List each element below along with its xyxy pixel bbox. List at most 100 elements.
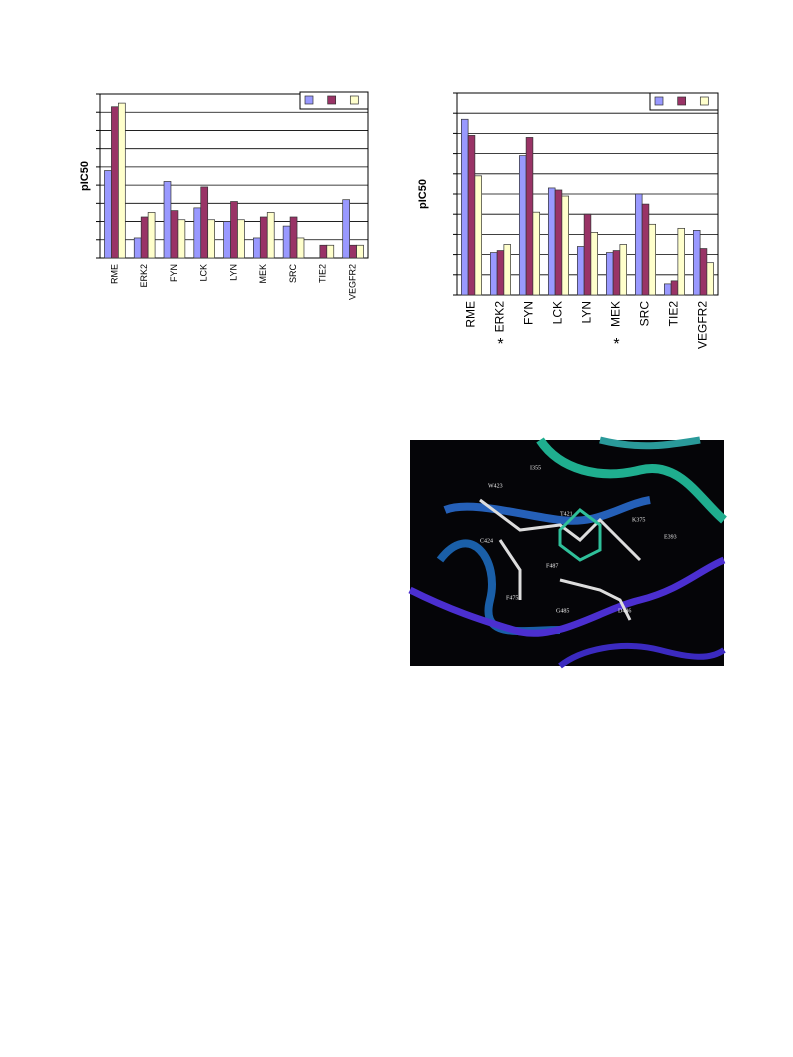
legend-swatch <box>327 95 337 105</box>
bar <box>326 244 335 259</box>
x-tick-label: TIE2 <box>318 264 328 283</box>
bar <box>177 219 186 259</box>
x-tick-label: FYN <box>169 264 179 282</box>
annotation: * <box>613 336 619 353</box>
bar <box>230 201 238 259</box>
docking-figure: I355 W423 T421 K375 C424 E393 F487 F475 G485 D486 <box>408 436 727 669</box>
bar <box>296 237 305 259</box>
bar <box>319 244 328 259</box>
x-tick-label: TIE2 <box>667 301 681 327</box>
bar <box>490 252 498 296</box>
bar-chart: pIC50 RME ERK2 FYN LCK LYN MEK SRC TIE2 VEGFR2 <box>79 91 369 300</box>
x-tick-label: SRC <box>638 301 652 327</box>
bar <box>576 246 585 296</box>
bar <box>467 135 476 296</box>
residue-label: D486 <box>618 608 631 614</box>
residue-label: C424 <box>480 538 493 544</box>
residue-label: E393 <box>664 534 677 540</box>
bar-chart: pIC50 RME ERK2 FYN LCK LYN MEK SRC TIE2 VEGFR2 * * <box>417 92 719 353</box>
legend-swatch <box>349 95 359 105</box>
bar <box>641 203 650 296</box>
bar <box>612 250 621 296</box>
bar <box>554 189 563 296</box>
residue-label: I355 <box>530 465 541 471</box>
bar <box>349 244 357 259</box>
x-tick-label: LCK <box>199 264 209 282</box>
legend-swatch <box>304 95 314 105</box>
ribbon <box>558 642 726 669</box>
bar <box>461 118 469 296</box>
residue-label: G485 <box>556 608 569 614</box>
x-tick-label: LCK <box>551 301 565 324</box>
bar <box>525 137 534 296</box>
bar <box>342 199 350 259</box>
bar <box>147 212 156 259</box>
bar <box>111 106 119 259</box>
bar <box>356 244 364 259</box>
x-tick-label: MEK <box>258 264 268 284</box>
legend-swatch <box>654 96 664 106</box>
bar <box>619 244 628 296</box>
x-tick-label: LYN <box>228 264 238 281</box>
bar <box>282 225 291 259</box>
bar <box>583 213 592 296</box>
y-axis-label: pIC50 <box>417 179 429 209</box>
x-tick-label: LYN <box>580 301 594 323</box>
bar <box>223 221 231 259</box>
x-tick-label: ERK2 <box>493 301 507 333</box>
bar <box>266 212 275 259</box>
bar <box>677 227 686 296</box>
residue-label: W423 <box>488 483 503 489</box>
ligand-ring <box>558 508 602 562</box>
legend-swatch <box>677 96 687 106</box>
bar <box>634 193 643 296</box>
x-tick-label: VEGFR2 <box>347 264 357 300</box>
bar <box>561 195 570 296</box>
bar <box>590 232 599 296</box>
bar <box>133 237 142 259</box>
ribbon <box>599 436 701 450</box>
bar <box>648 223 657 296</box>
bar <box>163 181 172 259</box>
residue-label: F475 <box>506 595 518 601</box>
bar <box>503 244 511 296</box>
bar <box>692 230 701 296</box>
bar <box>706 262 715 296</box>
x-tick-label: SRC <box>288 264 298 284</box>
bar <box>200 186 209 259</box>
legend-swatch <box>699 96 709 106</box>
bar <box>104 170 112 259</box>
ribbon <box>443 496 651 525</box>
bar <box>496 250 505 296</box>
bar <box>518 155 527 296</box>
y-axis-label: pIC50 <box>79 161 91 191</box>
x-tick-label: ERK2 <box>139 264 149 288</box>
bar <box>670 280 679 296</box>
bar <box>253 237 261 259</box>
bar <box>663 283 672 296</box>
bar <box>605 252 614 296</box>
x-tick-label: VEGFR2 <box>696 301 710 349</box>
bar <box>207 219 215 259</box>
bar <box>474 175 482 296</box>
bar <box>699 248 708 296</box>
bar <box>140 216 149 259</box>
bar <box>193 207 202 259</box>
residue-label: K375 <box>632 517 645 523</box>
x-tick-label: FYN <box>522 301 536 325</box>
ligand-sticks <box>479 498 642 621</box>
ribbon <box>408 556 726 637</box>
annotation: * <box>497 336 503 353</box>
bar <box>170 210 179 259</box>
bar <box>118 102 126 259</box>
ribbon <box>536 437 727 524</box>
bar <box>532 211 541 296</box>
x-tick-label: RME <box>109 264 119 284</box>
x-tick-label: RME <box>464 301 478 328</box>
bar <box>259 216 268 259</box>
bar <box>289 216 298 259</box>
residue-label: F487 <box>546 563 558 569</box>
x-tick-label: MEK <box>609 301 623 327</box>
